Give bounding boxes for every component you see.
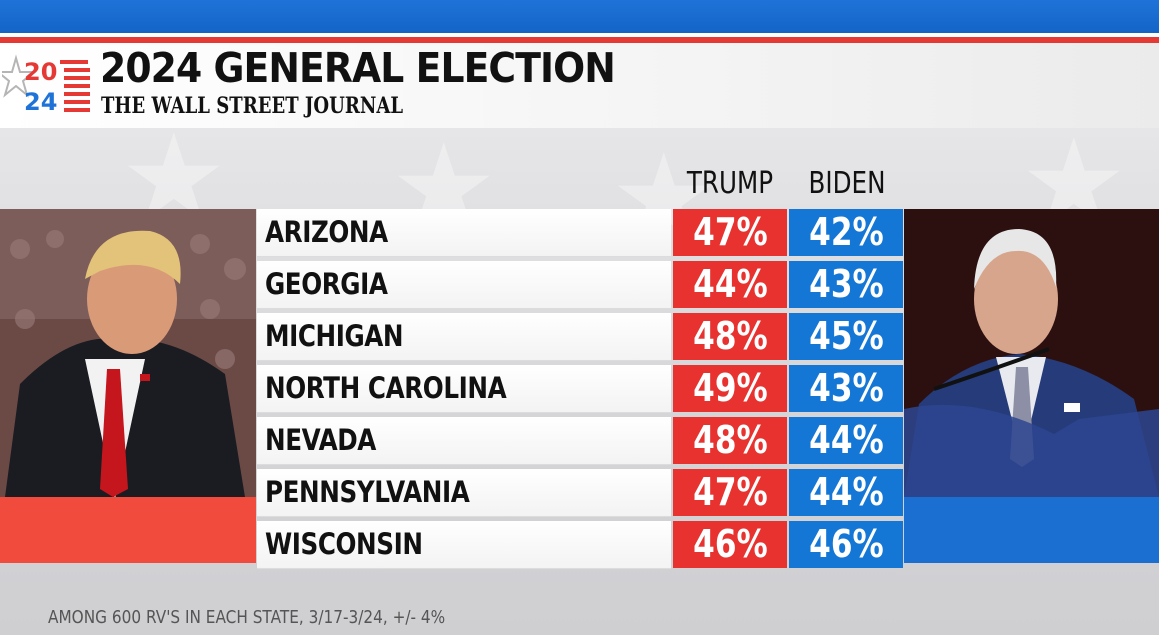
- biden-percent-label: 43%: [808, 366, 884, 410]
- state-label: NORTH CAROLINA: [265, 371, 507, 405]
- biden-percent-label: 42%: [808, 210, 884, 254]
- state-label: NEVADA: [265, 423, 376, 457]
- column-header-biden: BIDEN: [808, 166, 886, 201]
- logo-bottom-number: 24: [24, 88, 57, 116]
- biden-percent-cell: 43%: [789, 365, 903, 412]
- biden-percent-cell: 44%: [789, 469, 903, 516]
- table-row: NORTH CAROLINA 49% 43%: [257, 365, 903, 413]
- trump-percent-label: 46%: [692, 522, 768, 566]
- table-row: GEORGIA 44% 43%: [257, 261, 903, 309]
- table-row: MICHIGAN 48% 45%: [257, 313, 903, 361]
- page-title: 2024 GENERAL ELECTION: [100, 44, 616, 92]
- logo-top-number: 20: [24, 58, 57, 86]
- state-cell: MICHIGAN: [257, 313, 671, 361]
- trump-percent-cell: 47%: [673, 469, 787, 516]
- footnote: AMONG 600 RV'S IN EACH STATE, 3/17-3/24,…: [48, 607, 446, 628]
- table-row: ARIZONA 47% 42%: [257, 209, 903, 257]
- trump-percent-cell: 48%: [673, 417, 787, 464]
- top-white-line: [0, 33, 1159, 37]
- state-cell: ARIZONA: [257, 209, 671, 257]
- trump-percent-cell: 46%: [673, 521, 787, 568]
- biden-percent-cell: 43%: [789, 261, 903, 308]
- biden-percent-cell: 44%: [789, 417, 903, 464]
- state-cell: GEORGIA: [257, 261, 671, 309]
- biden-percent-label: 44%: [808, 418, 884, 462]
- biden-percent-label: 44%: [808, 470, 884, 514]
- state-cell: WISCONSIN: [257, 521, 671, 569]
- trump-percent-label: 49%: [692, 366, 768, 410]
- biden-percent-label: 45%: [808, 314, 884, 358]
- state-cell: NORTH CAROLINA: [257, 365, 671, 413]
- state-label: MICHIGAN: [265, 319, 404, 353]
- biden-percent-label: 46%: [808, 522, 884, 566]
- table-row: PENNSYLVANIA 47% 44%: [257, 469, 903, 517]
- state-label: GEORGIA: [265, 267, 388, 301]
- state-label: ARIZONA: [265, 215, 388, 249]
- top-red-line: [0, 37, 1159, 43]
- biden-photo: [904, 209, 1159, 563]
- trump-percent-label: 48%: [692, 314, 768, 358]
- trump-percent-label: 47%: [692, 210, 768, 254]
- state-label: WISCONSIN: [265, 527, 423, 561]
- biden-percent-label: 43%: [808, 262, 884, 306]
- trump-percent-label: 47%: [692, 470, 768, 514]
- table-row: WISCONSIN 46% 46%: [257, 521, 903, 569]
- trump-percent-label: 44%: [692, 262, 768, 306]
- biden-percent-cell: 45%: [789, 313, 903, 360]
- table-row: NEVADA 48% 44%: [257, 417, 903, 465]
- state-label: PENNSYLVANIA: [265, 475, 470, 509]
- trump-percent-cell: 49%: [673, 365, 787, 412]
- trump-percent-cell: 48%: [673, 313, 787, 360]
- state-cell: PENNSYLVANIA: [257, 469, 671, 517]
- trump-photo: [0, 209, 256, 563]
- biden-percent-cell: 46%: [789, 521, 903, 568]
- logo-star-icon: [2, 54, 37, 98]
- biden-percent-cell: 42%: [789, 209, 903, 256]
- election-2024-logo: 20 24: [2, 54, 90, 116]
- header-band: [0, 43, 1159, 128]
- trump-percent-cell: 47%: [673, 209, 787, 256]
- trump-percent-label: 48%: [692, 418, 768, 462]
- column-header-trump: TRUMP: [686, 166, 774, 201]
- trump-percent-cell: 44%: [673, 261, 787, 308]
- state-cell: NEVADA: [257, 417, 671, 465]
- top-blue-bar: [0, 0, 1159, 33]
- publisher-name: THE WALL STREET JOURNAL: [101, 93, 404, 119]
